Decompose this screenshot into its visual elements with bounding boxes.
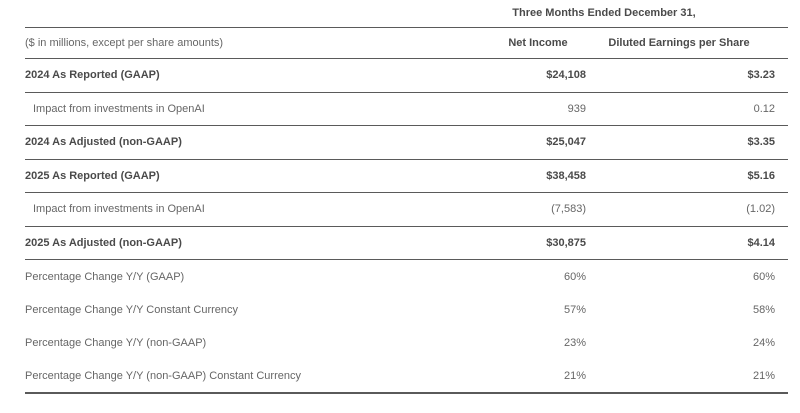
row-label: Percentage Change Y/Y Constant Currency: [25, 303, 239, 316]
row-label: 2024 As Reported (GAAP): [25, 69, 160, 82]
net-income-value: 60%: [563, 270, 586, 283]
net-income-value: 57%: [563, 303, 586, 316]
net-income-value: 23%: [563, 336, 586, 349]
percentage-rows-section: Percentage Change Y/Y (GAAP) 60% 60% Per…: [25, 260, 788, 394]
row-label: Impact from investments in OpenAI: [33, 203, 205, 216]
table-row: Percentage Change Y/Y (GAAP) 60% 60%: [25, 260, 788, 293]
net-income-value: $30,875: [546, 236, 586, 249]
diluted-eps-value: $5.16: [747, 169, 775, 182]
row-label: Percentage Change Y/Y (GAAP): [25, 270, 185, 283]
net-income-value: (7,583): [551, 203, 586, 216]
period-header: Three Months Ended December 31,: [512, 7, 696, 20]
reconciliation-rows-section: 2024 As Reported (GAAP) $24,108 $3.23 Im…: [25, 59, 788, 260]
row-label: 2025 As Adjusted (non-GAAP): [25, 236, 182, 249]
column-header-net-income: Net Income: [508, 36, 568, 49]
net-income-value: $25,047: [546, 136, 586, 149]
diluted-eps-value: $3.35: [747, 136, 775, 149]
net-income-value: $38,458: [546, 169, 586, 182]
table-caption: ($ in millions, except per share amounts…: [25, 36, 224, 49]
diluted-eps-value: 60%: [752, 270, 775, 283]
column-header-diluted-eps: Diluted Earnings per Share: [608, 36, 750, 49]
diluted-eps-value: 0.12: [753, 102, 775, 115]
diluted-eps-value: 24%: [752, 336, 775, 349]
table-row: Percentage Change Y/Y Constant Currency …: [25, 293, 788, 326]
table-row: Impact from investments in OpenAI 939 0.…: [25, 93, 788, 126]
row-label: Impact from investments in OpenAI: [33, 102, 205, 115]
column-header-row: ($ in millions, except per share amounts…: [25, 28, 788, 59]
gaap-reconciliation-table: Three Months Ended December 31, ($ in mi…: [25, 0, 788, 394]
row-label: Percentage Change Y/Y (non-GAAP) Constan…: [25, 369, 301, 382]
table-row: 2024 As Adjusted (non-GAAP) $25,047 $3.3…: [25, 126, 788, 160]
net-income-value: 21%: [563, 369, 586, 382]
diluted-eps-value: 58%: [752, 303, 775, 316]
diluted-eps-value: 21%: [752, 369, 775, 382]
row-label: 2025 As Reported (GAAP): [25, 169, 160, 182]
table-row: 2024 As Reported (GAAP) $24,108 $3.23: [25, 59, 788, 93]
net-income-value: $24,108: [546, 69, 586, 82]
table-row: 2025 As Adjusted (non-GAAP) $30,875 $4.1…: [25, 227, 788, 260]
table-row: Impact from investments in OpenAI (7,583…: [25, 193, 788, 227]
net-income-value: 939: [567, 102, 586, 115]
diluted-eps-value: $3.23: [747, 69, 775, 82]
diluted-eps-value: $4.14: [747, 236, 775, 249]
row-label: Percentage Change Y/Y (non-GAAP): [25, 336, 207, 349]
period-header-row: Three Months Ended December 31,: [25, 0, 788, 28]
table-row: Percentage Change Y/Y (non-GAAP) Constan…: [25, 359, 788, 392]
table-row: 2025 As Reported (GAAP) $38,458 $5.16: [25, 160, 788, 193]
row-label: 2024 As Adjusted (non-GAAP): [25, 136, 182, 149]
diluted-eps-value: (1.02): [746, 203, 775, 216]
table-row: Percentage Change Y/Y (non-GAAP) 23% 24%: [25, 326, 788, 359]
